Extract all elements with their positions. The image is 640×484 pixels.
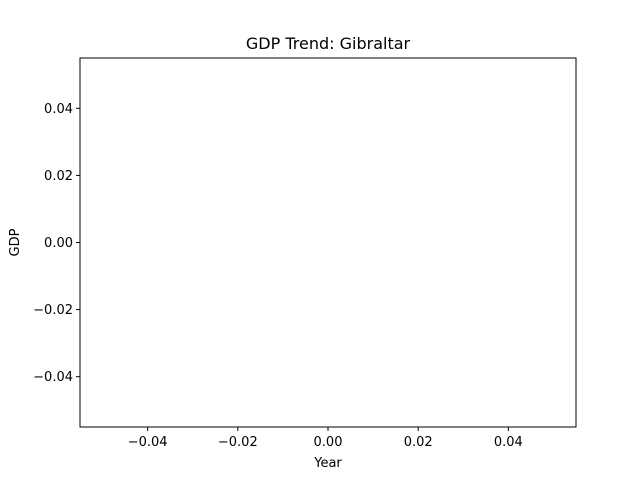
y-tick-label: 0.00	[44, 236, 73, 251]
x-tick-label: −0.02	[218, 435, 258, 450]
y-tick-label: −0.04	[33, 370, 73, 385]
x-tick-label: −0.04	[128, 435, 168, 450]
x-axis: −0.04 −0.02 0.00 0.02 0.04	[128, 427, 523, 450]
y-tick-label: 0.04	[44, 102, 73, 117]
plot-area	[79, 57, 577, 428]
y-tick-label: −0.02	[33, 303, 73, 318]
x-tick-label: 0.04	[494, 435, 523, 450]
x-tick-label: 0.02	[404, 435, 433, 450]
x-axis-label: Year	[313, 456, 342, 471]
y-axis-label: GDP	[8, 228, 23, 256]
y-tick-label: 0.02	[44, 169, 73, 184]
chart-title: GDP Trend: Gibraltar	[246, 34, 411, 53]
y-axis: −0.04 −0.02 0.00 0.02 0.04	[33, 102, 80, 385]
x-tick-label: 0.00	[314, 435, 343, 450]
